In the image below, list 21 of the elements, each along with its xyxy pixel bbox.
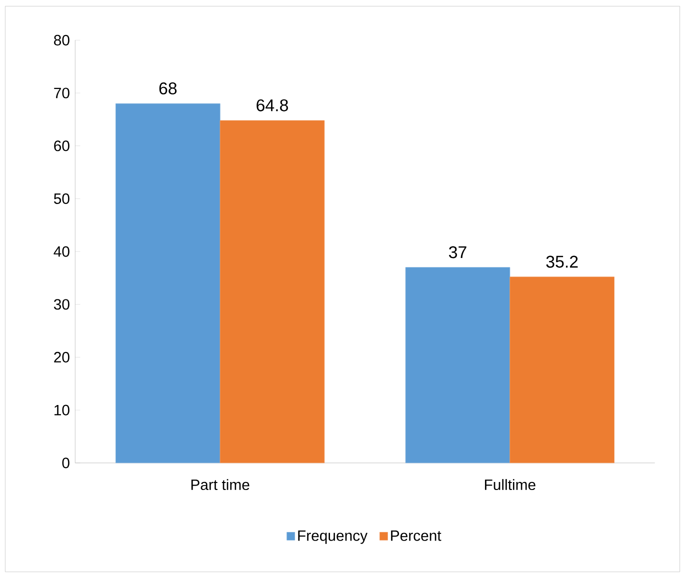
data-label: 35.2 (546, 256, 578, 268)
y-tick-label: 60 (54, 140, 70, 152)
bar (510, 276, 614, 464)
legend-label: Percent (391, 530, 442, 541)
bar (220, 120, 325, 464)
data-label: 64.8 (256, 99, 288, 112)
y-tick-label: 80 (54, 34, 70, 46)
y-tick-label: 10 (54, 404, 70, 416)
bar (405, 267, 510, 464)
y-tick-label: 0 (62, 458, 70, 468)
legend-label: Frequency (298, 530, 368, 544)
bar (116, 103, 220, 464)
y-tick-label: 30 (54, 299, 70, 310)
y-tick-label: 70 (54, 88, 70, 98)
y-tick-label: 40 (54, 246, 70, 257)
y-tick-label: 20 (54, 352, 70, 362)
x-tick-label: Part time (191, 479, 250, 490)
data-label: 37 (448, 246, 466, 258)
data-label: 68 (159, 82, 177, 94)
x-tick-label: Fulltime (484, 479, 536, 490)
y-tick-label: 50 (54, 193, 70, 204)
